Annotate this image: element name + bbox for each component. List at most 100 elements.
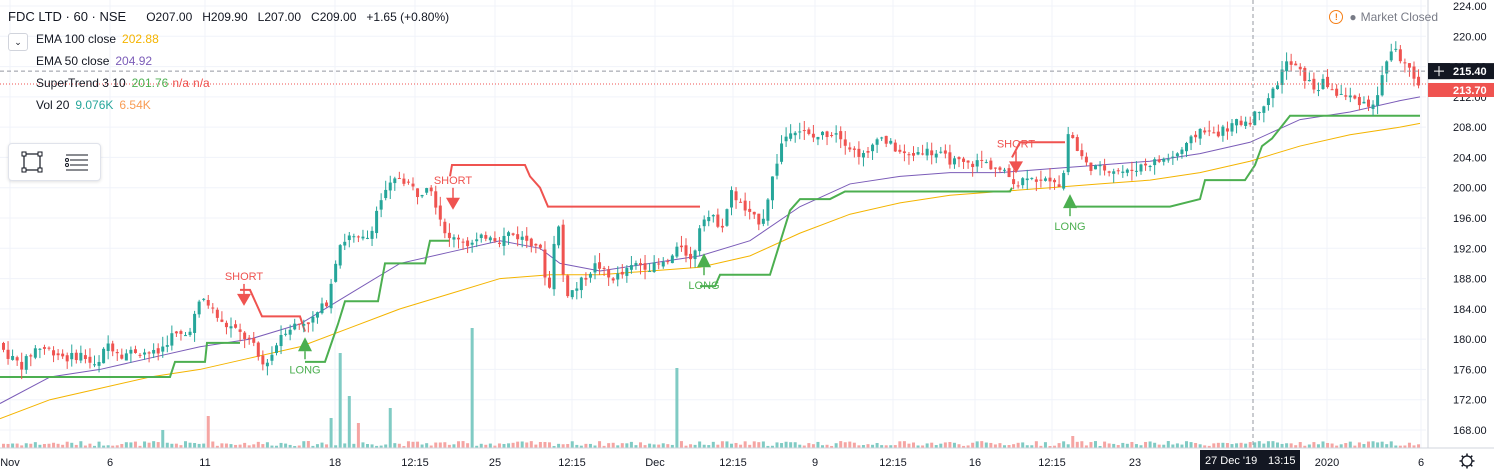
candle [325, 300, 329, 308]
candle-body [984, 162, 988, 164]
candle-body [1276, 85, 1279, 90]
candle-body [1362, 101, 1366, 104]
volume-bar [138, 445, 142, 448]
volume-bar [507, 443, 511, 448]
indicator-ema100[interactable]: EMA 100 close 202.88 [8, 28, 449, 50]
candle [534, 243, 538, 254]
candle [570, 290, 574, 300]
volume-bar [215, 445, 219, 448]
supertrend-segment [1011, 141, 1065, 158]
crosshair-date-badge [1200, 450, 1300, 470]
candle [520, 231, 524, 248]
candle [1021, 177, 1025, 189]
candle-body [1175, 153, 1179, 157]
candle-body [1139, 164, 1143, 172]
volume-bar [111, 445, 115, 448]
candle-body [907, 154, 911, 156]
candle [297, 323, 301, 330]
ema-100-path [0, 122, 1421, 420]
volume-bar [1171, 444, 1175, 448]
candle [161, 336, 165, 358]
candle-body [557, 226, 561, 246]
candle [1048, 168, 1052, 190]
volume-bar [279, 442, 283, 448]
settings-menu-button[interactable] [54, 144, 99, 180]
candle-body [206, 299, 210, 306]
volume-bar [1089, 442, 1093, 448]
candle [1212, 126, 1216, 134]
indicator-supertrend[interactable]: SuperTrend 3 10 201.76 n/a n/a [8, 72, 449, 94]
candle [943, 144, 947, 159]
candle-body [1244, 121, 1248, 126]
candle-body [83, 355, 87, 360]
candle [388, 175, 392, 199]
candle-body [74, 352, 78, 361]
rectangle-tool-button[interactable] [9, 144, 54, 180]
symbol-title[interactable]: FDC LTD · 60 · NSE [8, 9, 127, 24]
candle [320, 297, 324, 315]
candle [425, 187, 429, 195]
indicator-value: 201.76 [131, 76, 169, 90]
candle-body [880, 137, 884, 139]
candle-body [138, 354, 142, 356]
candle [1062, 170, 1066, 191]
candle [1003, 167, 1006, 174]
indicator-volume[interactable]: Vol 20 9.076K 6.54K [8, 94, 449, 116]
candle [61, 349, 65, 359]
candle-body [793, 132, 797, 136]
candle [1180, 146, 1184, 159]
market-status[interactable]: ! ● Market Closed [1329, 10, 1438, 24]
volume-bar [611, 442, 615, 448]
candle [1130, 161, 1134, 181]
candle [447, 223, 451, 247]
candle [1285, 52, 1289, 80]
indicator-ema50[interactable]: EMA 50 close 204.92 [8, 50, 449, 72]
volume-bar [588, 443, 592, 448]
candle [1171, 150, 1175, 165]
candle [2, 341, 5, 353]
volume-bar [1134, 444, 1138, 448]
candle [270, 346, 274, 366]
volume-bar [306, 441, 310, 448]
volume-bar [748, 444, 752, 448]
volume-bar [129, 442, 133, 448]
candle-body [188, 331, 192, 336]
candle-body [734, 191, 738, 201]
candle [47, 346, 51, 351]
candle-body [452, 237, 456, 240]
volume-bar [311, 445, 315, 448]
candle [1034, 176, 1038, 192]
volume-bar [147, 442, 151, 448]
volume-bar [866, 444, 870, 448]
candle [143, 348, 147, 360]
candle [643, 254, 647, 280]
candle-body [133, 349, 137, 353]
volume-bar [247, 445, 251, 448]
candle-body [411, 183, 415, 187]
candle-body [980, 159, 984, 161]
candle-body [1266, 98, 1270, 106]
x-tick-label: 6 [1418, 457, 1424, 469]
volume-bar [766, 445, 770, 448]
status-dot-icon: ● [1349, 10, 1357, 24]
volume-bar [1216, 442, 1220, 448]
volume-bar [848, 441, 852, 448]
volume-bar [575, 444, 579, 448]
candle [247, 334, 251, 345]
candle [215, 307, 219, 322]
volume-bar [816, 441, 820, 448]
candle [261, 350, 265, 371]
candle [256, 341, 260, 361]
collapse-legend-button[interactable]: ⌄ [8, 33, 28, 51]
candle-body [912, 153, 915, 156]
volume-bar [1371, 441, 1375, 448]
candle-body [102, 348, 106, 364]
candle [97, 355, 101, 373]
candle [275, 342, 278, 356]
candle-body [989, 160, 993, 170]
candle-body [15, 357, 19, 361]
candle-body [416, 188, 420, 198]
volume-bar [115, 445, 119, 448]
candle [948, 144, 952, 169]
